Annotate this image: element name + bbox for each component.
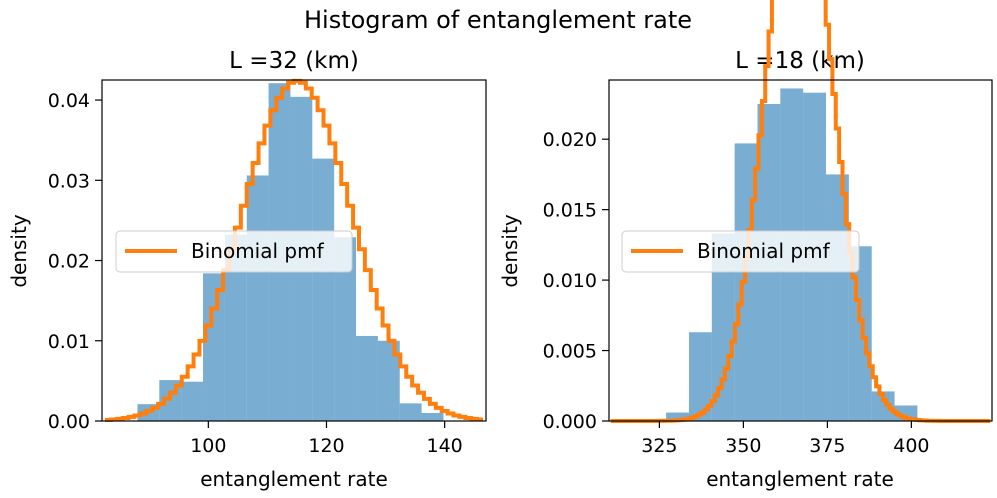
hist-bar <box>334 237 357 421</box>
y-tick-label: 0.010 <box>543 270 597 292</box>
panel-left-ylabel: density <box>7 214 31 287</box>
hist-bar <box>224 234 247 421</box>
x-tick-label: 100 <box>190 435 226 457</box>
hist-bar <box>312 158 335 421</box>
y-tick-label: 0.01 <box>48 331 90 353</box>
panel-right-legend-box <box>621 230 860 273</box>
panel-right-xlabel: entanglement rate <box>706 467 894 491</box>
y-tick-label: 0.020 <box>543 129 597 151</box>
panel-right-title: L =18 (km) <box>735 48 865 74</box>
hist-bar <box>181 381 204 421</box>
y-tick-label: 0.005 <box>543 341 597 363</box>
hist-bar <box>399 403 422 421</box>
panel-left-legend: Binomial pmf <box>115 230 353 273</box>
panel-right-frame <box>608 79 993 422</box>
figure-suptitle: Histogram of entanglement rate <box>304 6 692 34</box>
hist-bar <box>246 175 269 421</box>
panel-left-xlabel: entanglement rate <box>200 467 388 491</box>
panel-left-xticks: 100 120 140 <box>190 421 463 457</box>
hist-bar <box>688 332 712 421</box>
y-tick-label: 0.00 <box>48 411 90 433</box>
panel-right-legend-label: Binomial pmf <box>697 239 831 263</box>
y-tick-label: 0.02 <box>48 251 90 273</box>
hist-bar <box>377 340 400 421</box>
y-tick-label: 0.04 <box>48 90 90 112</box>
y-tick-label: 0.015 <box>543 200 597 222</box>
x-tick-label: 140 <box>427 435 463 457</box>
panel-left-legend-label: Binomial pmf <box>191 239 325 263</box>
panel-left-yticks: 0.00 0.01 0.02 0.03 0.04 <box>48 90 102 433</box>
x-tick-label: 375 <box>809 435 845 457</box>
x-tick-label: 325 <box>641 435 677 457</box>
panel-left-title: L =32 (km) <box>229 48 359 74</box>
panel-right-xticks: 325 350 375 400 <box>641 421 930 457</box>
panel-right: L =18 (km) 325 350 375 400 0.0000.0050.0100… <box>498 0 993 491</box>
panel-left-frame <box>101 79 487 422</box>
x-tick-label: 120 <box>308 435 344 457</box>
panel-left-legend-box <box>115 230 353 273</box>
panel-right-legend: Binomial pmf <box>621 230 860 273</box>
x-tick-label: 350 <box>725 435 761 457</box>
panel-left-pmf-line <box>104 78 484 422</box>
hist-bar <box>711 233 735 421</box>
y-tick-label: 0.03 <box>48 170 90 192</box>
hist-bar <box>203 273 225 421</box>
panel-right-pmf-line <box>610 0 991 423</box>
panel-right-yticks: 0.000 0.005 0.010 0.015 0.020 <box>543 129 609 433</box>
hist-bar <box>356 335 378 421</box>
x-tick-label: 400 <box>893 435 929 457</box>
panel-left: L =32 (km) 100 120 140 0.000.010.020.030.0… <box>7 48 487 491</box>
panel-right-ylabel: density <box>498 214 522 287</box>
hist-bar <box>421 412 444 421</box>
hist-bar <box>666 412 689 421</box>
hist-bar <box>871 391 895 421</box>
y-tick-label: 0.000 <box>543 411 597 433</box>
